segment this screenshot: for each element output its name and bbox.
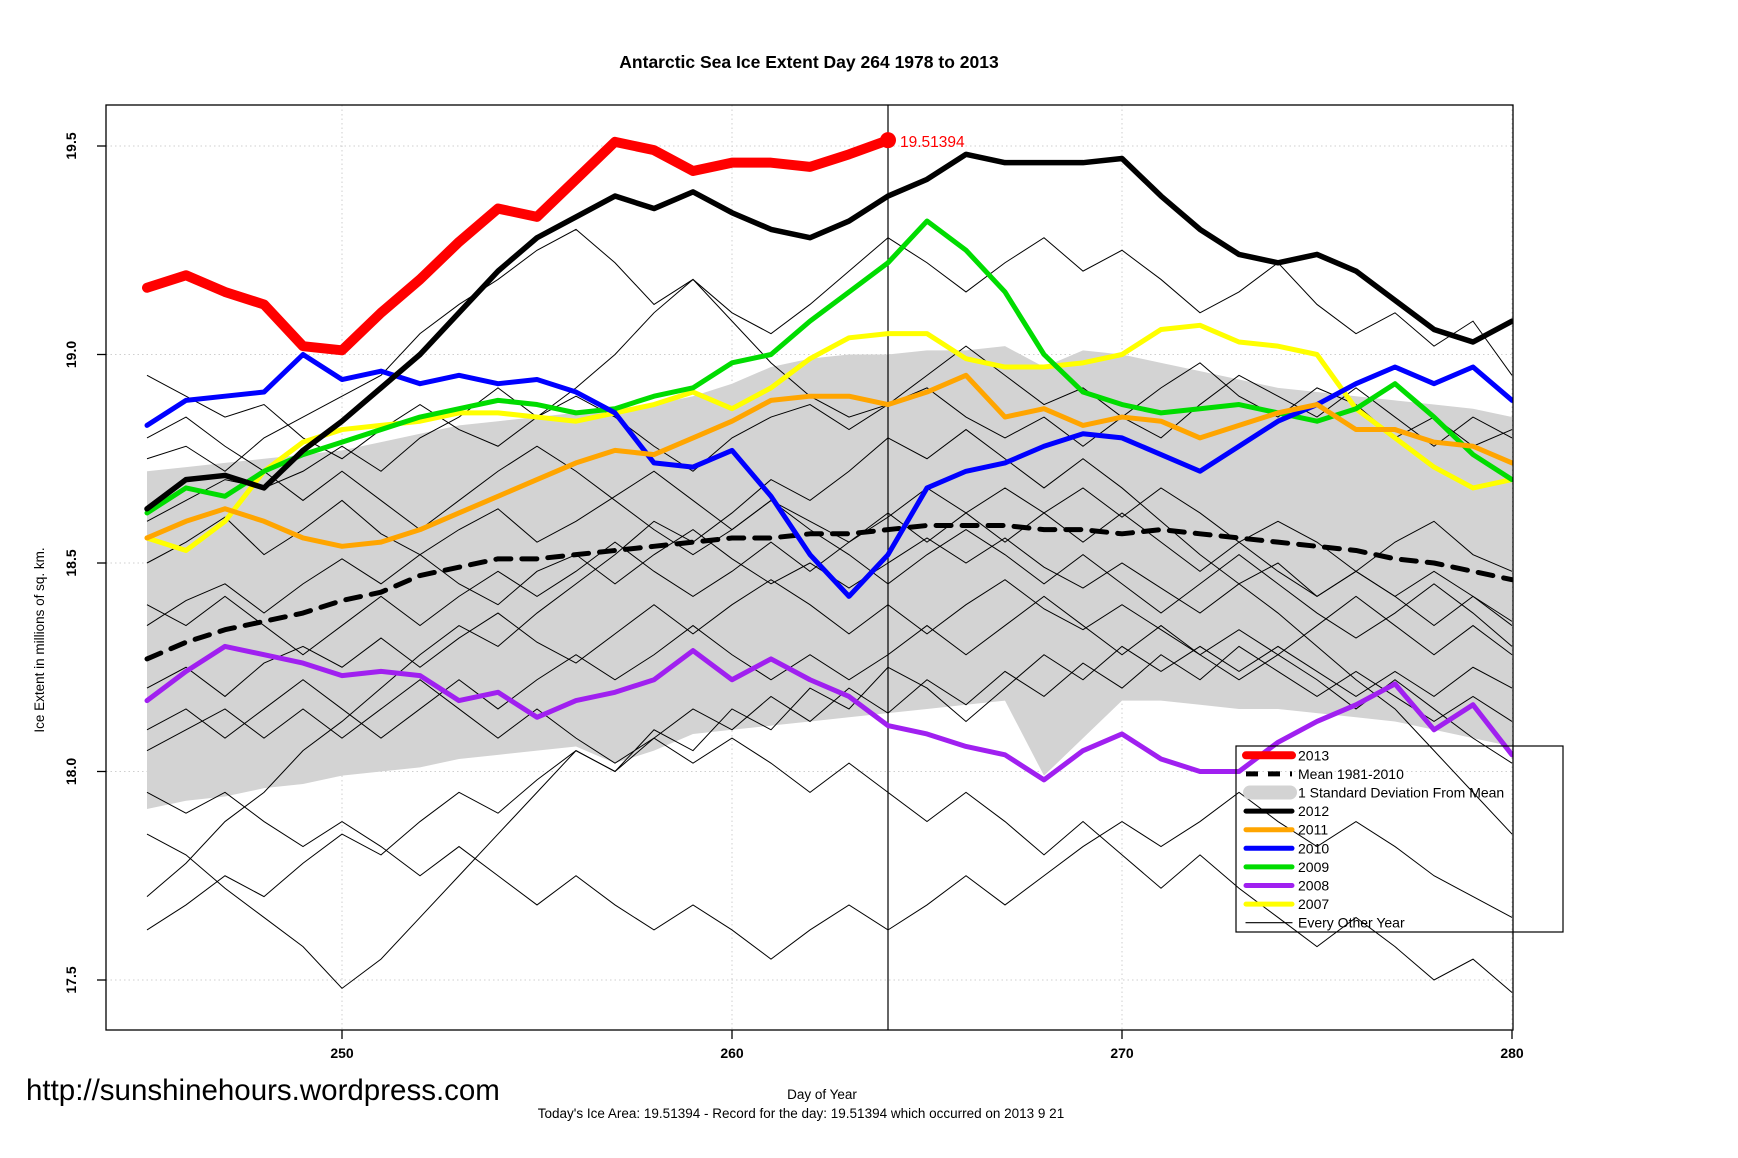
series-line-2013 xyxy=(142,135,893,356)
legend-label-every-other-year: Every Other Year xyxy=(1298,915,1405,931)
legend-label-2013: 2013 xyxy=(1298,747,1329,763)
series-line-2012 xyxy=(144,151,1513,512)
legend-label-2009: 2009 xyxy=(1298,859,1329,875)
legend-label-2012: 2012 xyxy=(1298,803,1329,819)
every-other-year-line xyxy=(146,645,1513,931)
legend-label-mean-1981-2010: Mean 1981-2010 xyxy=(1298,766,1404,782)
footer-caption: Today's Ice Area: 19.51394 - Record for … xyxy=(538,1106,1064,1121)
series-line-2010 xyxy=(144,352,1513,599)
plot-area: 250 260 270 280 19.5 19.0 18.5 18.0 17.5 2013 Mean… xyxy=(63,104,1564,1061)
series-end-dot-2013 xyxy=(880,132,896,149)
legend-label-2011: 2011 xyxy=(1298,822,1328,838)
x-tick-label: 280 xyxy=(1500,1045,1524,1061)
every-other-year-line xyxy=(146,579,1513,698)
x-tick-label: 250 xyxy=(330,1045,354,1061)
record-value-annotation: 19.51394 xyxy=(900,134,965,151)
every-other-year-line xyxy=(146,791,1513,960)
y-tick-label: 19.5 xyxy=(63,132,79,159)
legend-label-2007: 2007 xyxy=(1298,896,1329,912)
legend-label-2008: 2008 xyxy=(1298,878,1329,894)
series-line-mean-1981-2010 xyxy=(144,522,1513,662)
series-line-2011 xyxy=(144,372,1513,549)
legend-label-2010: 2010 xyxy=(1298,840,1329,856)
every-other-year-line xyxy=(146,428,1513,897)
every-other-year-line xyxy=(146,595,1513,764)
every-other-year-line xyxy=(146,645,1513,990)
series-line-2008 xyxy=(144,643,1513,783)
every-other-year-line xyxy=(146,237,1513,522)
series-line-2007 xyxy=(144,322,1513,553)
y-tick-label: 18.0 xyxy=(63,758,79,785)
data-layers xyxy=(142,105,1513,1030)
legend-swatch-patch xyxy=(1243,785,1297,800)
series-line-2009 xyxy=(144,218,1513,516)
x-axis-title: Day of Year xyxy=(787,1087,857,1102)
x-tick-label: 270 xyxy=(1110,1045,1134,1061)
y-tick-label: 18.5 xyxy=(63,549,79,576)
y-tick-label: 19.0 xyxy=(63,341,79,368)
every-other-year-line xyxy=(146,228,1513,472)
every-other-year-line xyxy=(146,470,1513,572)
legend-label-1-standard-deviation-from-mean: 1 Standard Deviation From Mean xyxy=(1298,785,1504,801)
every-other-year-line xyxy=(146,487,1513,656)
y-tick-label: 17.5 xyxy=(63,966,79,993)
plot-border xyxy=(105,104,1514,1031)
chart-title: Antarctic Sea Ice Extent Day 264 1978 to… xyxy=(619,52,999,72)
website-url: http://sunshinehours.wordpress.com xyxy=(26,1074,500,1107)
y-axis-title: Ice Extent in millions of sq. km. xyxy=(32,547,47,732)
legend-box xyxy=(1235,745,1564,933)
x-tick-label: 260 xyxy=(720,1045,744,1061)
every-other-year-line xyxy=(146,416,1513,647)
